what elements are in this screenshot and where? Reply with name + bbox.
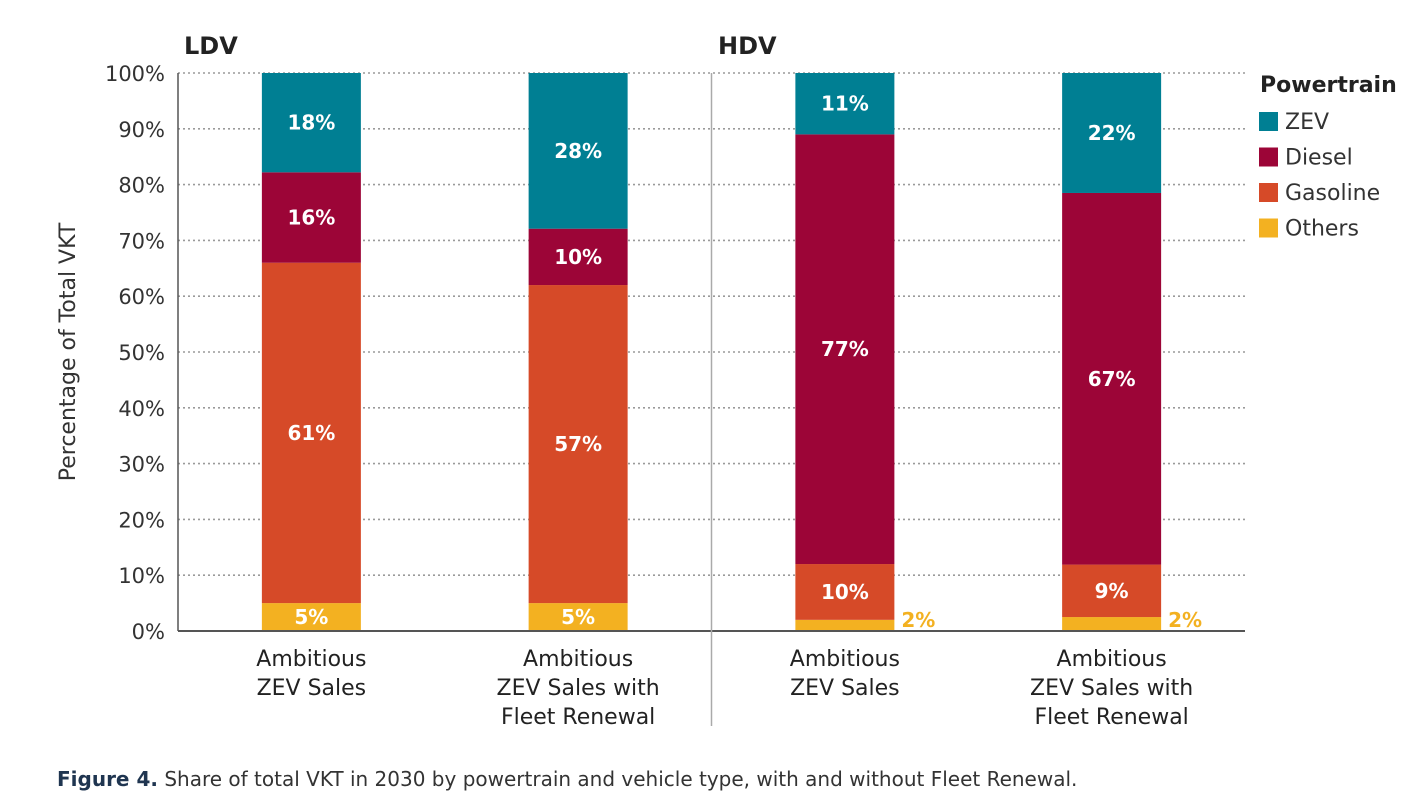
- category-label: ZEV Sales: [257, 676, 367, 701]
- bar-segment-gasoline: [261, 262, 361, 604]
- y-axis-ticks: 0% 10% 20% 30% 40% 50% 60% 70% 80% 90% 100%: [105, 62, 165, 644]
- bar-segment-diesel: [795, 134, 895, 565]
- legend: Powertrain ZEV Diesel Gasoline Others: [1259, 73, 1397, 242]
- data-label: 10%: [554, 245, 602, 269]
- category-label: Ambitious: [1057, 647, 1167, 672]
- legend-swatch-zev: [1259, 112, 1278, 131]
- legend-label-zev: ZEV: [1285, 110, 1329, 135]
- legend-title: Powertrain: [1260, 73, 1397, 98]
- category-label: Fleet Renewal: [501, 705, 655, 730]
- y-tick-label: 20%: [118, 508, 165, 532]
- bar-segment-others: [1062, 617, 1162, 631]
- axes: [177, 73, 1245, 726]
- category-label: Fleet Renewal: [1034, 705, 1188, 730]
- series-zev: 18% 28% 11% 22%: [261, 73, 1162, 229]
- data-label: 18%: [287, 111, 335, 135]
- caption-text: Share of total VKT in 2030 by powertrain…: [157, 767, 1078, 791]
- y-tick-label: 10%: [118, 564, 165, 588]
- y-tick-label: 70%: [118, 229, 165, 253]
- bar-segment-others: [795, 619, 895, 631]
- caption-prefix: Figure 4.: [57, 767, 158, 791]
- group-label-hdv: HDV: [718, 32, 777, 60]
- category-label: Ambitious: [256, 647, 366, 672]
- data-label: 5%: [294, 605, 328, 629]
- data-label: 57%: [554, 432, 602, 456]
- legend-swatch-gasoline: [1259, 183, 1278, 202]
- y-tick-label: 100%: [105, 62, 165, 86]
- category-labels: Ambitious ZEV Sales Ambitious ZEV Sales wit…: [256, 647, 1193, 730]
- bar-segment-others: [261, 603, 361, 631]
- data-label: 28%: [554, 139, 602, 163]
- bar-segment-gasoline: [795, 564, 895, 620]
- bars: 5% 5% 2% 2% 61% 57% 10% 9% 16% 10% 77% 67% 18% 28% 11%…: [261, 73, 1202, 632]
- legend-swatch-others: [1259, 218, 1278, 238]
- y-tick-label: 50%: [118, 341, 165, 365]
- group-labels: LDV HDV: [184, 32, 777, 60]
- category-label: ZEV Sales with: [497, 676, 660, 701]
- legend-label-others: Others: [1285, 217, 1359, 242]
- data-label: 22%: [1088, 121, 1136, 145]
- y-tick-label: 30%: [118, 453, 165, 477]
- series-diesel: 16% 10% 77% 67%: [261, 134, 1162, 565]
- data-label: 67%: [1088, 367, 1136, 391]
- bar-segment-zev: [261, 73, 361, 173]
- y-axis-label: Percentage of Total VKT: [56, 222, 81, 481]
- legend-swatch-diesel: [1259, 147, 1278, 167]
- category-label: Ambitious: [523, 647, 633, 672]
- data-label: 61%: [287, 421, 335, 445]
- data-label: 2%: [901, 608, 935, 632]
- legend-label-diesel: Diesel: [1285, 146, 1353, 171]
- data-label: 2%: [1168, 608, 1202, 632]
- data-label: 9%: [1095, 579, 1129, 603]
- bar-segment-diesel: [528, 228, 628, 286]
- category-label: ZEV Sales with: [1030, 676, 1193, 701]
- bar-segment-gasoline: [528, 285, 628, 604]
- data-label: 10%: [821, 580, 869, 604]
- figure-caption: Figure 4. Share of total VKT in 2030 by …: [57, 767, 1077, 791]
- y-tick-label: 80%: [118, 174, 165, 198]
- series-gasoline: 61% 57% 10% 9%: [261, 262, 1162, 620]
- data-label: 77%: [821, 337, 869, 361]
- data-label: 11%: [821, 92, 869, 116]
- y-tick-label: 60%: [118, 285, 165, 309]
- category-label: ZEV Sales: [790, 676, 900, 701]
- bar-segment-zev: [1062, 73, 1162, 193]
- y-tick-label: 40%: [118, 397, 165, 421]
- y-tick-label: 0%: [132, 620, 165, 644]
- bar-segment-zev: [795, 73, 895, 135]
- bar-segment-zev: [528, 73, 628, 229]
- bar-segment-gasoline: [1062, 564, 1162, 618]
- series-others: 5% 5% 2% 2%: [261, 603, 1202, 632]
- data-label: 16%: [287, 206, 335, 230]
- bar-segment-diesel: [261, 172, 361, 263]
- category-label: Ambitious: [790, 647, 900, 672]
- group-label-ldv: LDV: [184, 32, 238, 60]
- legend-label-gasoline: Gasoline: [1285, 181, 1380, 206]
- bar-segment-others: [528, 603, 628, 631]
- bar-segment-diesel: [1062, 192, 1162, 565]
- y-tick-label: 90%: [118, 118, 165, 142]
- data-label: 5%: [561, 605, 595, 629]
